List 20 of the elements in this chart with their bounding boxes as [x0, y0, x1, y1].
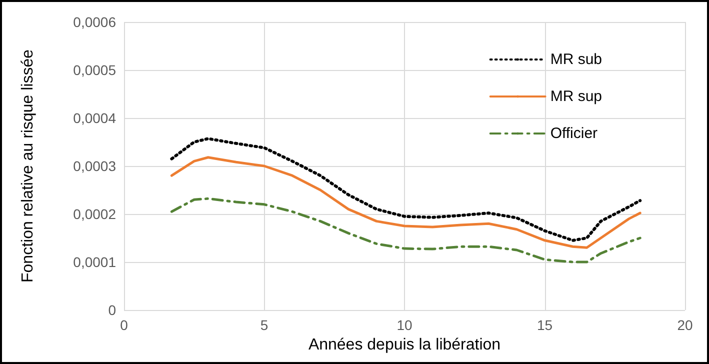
- y-axis-title: Fonction relative au risque lissée: [20, 49, 36, 283]
- x-tick-label: 15: [536, 317, 553, 333]
- y-tick-label: 0,0006: [73, 14, 116, 30]
- x-tick-label: 20: [677, 317, 693, 333]
- line-series: [170, 156, 642, 249]
- line-series: [170, 197, 642, 264]
- legend-label: MR sub: [550, 51, 602, 68]
- y-tick-label: 0: [108, 302, 116, 318]
- x-tick-label: 10: [396, 317, 412, 333]
- legend-label: Officier: [550, 125, 598, 142]
- line-series: [170, 137, 642, 242]
- y-tick-label: 0,0002: [73, 206, 116, 222]
- legend-label: MR sup: [550, 88, 602, 105]
- y-tick-label: 0,0004: [73, 110, 116, 126]
- y-tick-label: 0,0005: [73, 62, 116, 78]
- x-tick-label: 5: [260, 317, 268, 333]
- y-tick-label: 0,0001: [73, 254, 116, 270]
- x-axis-title: Années depuis la libération: [308, 336, 501, 354]
- y-tick-label: 0,0003: [73, 158, 116, 174]
- x-tick-label: 0: [120, 317, 128, 333]
